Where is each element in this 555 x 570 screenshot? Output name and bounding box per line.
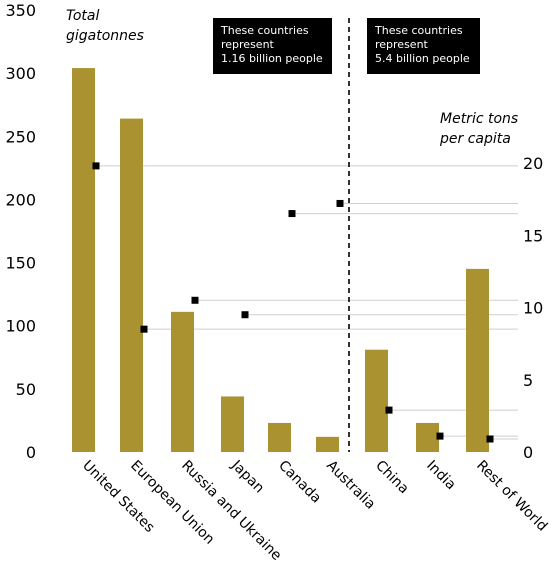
left-tick-label: 100 [5, 317, 36, 336]
bar-canada [268, 422, 291, 452]
bar-european-union [120, 118, 143, 452]
left-tick-label: 350 [5, 1, 36, 20]
right-tick-label: 5 [523, 371, 533, 390]
category-label: Rest of World [473, 458, 550, 535]
category-label: Japan [227, 457, 267, 497]
per-capita-marker-united-states [92, 162, 100, 170]
annotation-text: These countries represent 1.16 billion peo… [220, 24, 323, 65]
right-tick-label: 10 [523, 299, 543, 318]
left-tick-label: 300 [5, 64, 36, 83]
per-capita-marker-japan [241, 311, 249, 319]
annotation-box [213, 18, 332, 74]
left-axis-title: Total gigatonnes [66, 8, 144, 44]
left-tick-label: 150 [5, 254, 36, 273]
category-label: Canada [275, 458, 324, 507]
category-label: China [372, 458, 412, 498]
per-capita-marker-india [436, 432, 444, 440]
left-tick-label: 0 [26, 443, 36, 462]
left-tick-label: 50 [16, 380, 36, 399]
category-label: India [423, 458, 459, 494]
category-label: Russia and Ukraine [178, 458, 284, 564]
per-capita-marker-european-union [140, 325, 148, 333]
per-capita-marker-russia-and-ukraine [191, 296, 199, 304]
category-label: Australia [323, 458, 378, 513]
left-tick-label: 200 [5, 190, 36, 209]
annotation-box [367, 18, 480, 74]
bar-india [416, 422, 439, 452]
right-tick-label: 0 [523, 443, 533, 462]
per-capita-marker-canada [288, 210, 296, 218]
per-capita-marker-rest-of-world [486, 435, 494, 443]
right-tick-label: 15 [523, 226, 543, 245]
right-axis-title: Metric tons per capita [439, 111, 518, 147]
per-capita-marker-australia [336, 199, 344, 207]
bar-russia-and-ukraine [171, 311, 194, 452]
annotation-text: These countries represent 5.4 billion peop… [374, 24, 470, 65]
left-tick-label: 250 [5, 127, 36, 146]
per-capita-marker-china [385, 406, 393, 414]
bar-japan [221, 396, 244, 452]
bar-china [365, 349, 388, 452]
right-tick-label: 20 [523, 154, 543, 173]
bar-australia [316, 436, 339, 452]
bar-united-states [72, 68, 95, 452]
bar-rest-of-world [466, 268, 489, 452]
